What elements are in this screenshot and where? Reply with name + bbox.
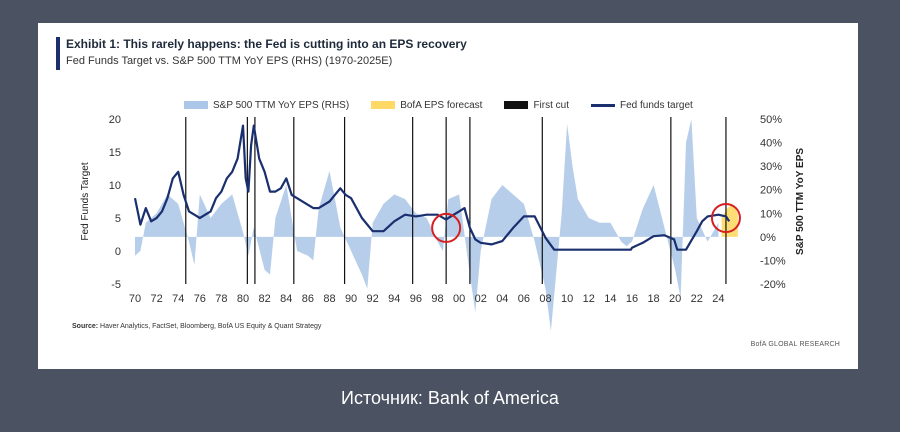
x-tick-label: 02	[475, 293, 487, 305]
y-right-tick-label: 50%	[760, 114, 782, 126]
x-tick-label: 88	[323, 293, 335, 305]
y-right-tick-label: 10%	[760, 208, 782, 220]
source-text: Haver Analytics, FactSet, Bloomberg, Bof…	[98, 323, 322, 330]
source-label: Source:	[72, 323, 99, 330]
x-tick-label: 92	[367, 293, 379, 305]
chart-title: Exhibit 1: This rarely happens: the Fed …	[66, 37, 467, 51]
y-left-axis-label: Fed Funds Target	[80, 162, 91, 240]
x-tick-label: 16	[626, 293, 638, 305]
legend-swatch-eps	[184, 101, 208, 109]
x-tick-label: 76	[194, 293, 206, 305]
x-tick-label: 24	[712, 293, 724, 305]
title-accent-bar	[56, 37, 60, 70]
legend-label-first-cut: First cut	[533, 99, 570, 111]
x-tick-label: 04	[496, 293, 508, 305]
y-left-tick-label: 20	[109, 114, 121, 126]
x-tick-label: 90	[345, 293, 357, 305]
legend-swatch-fed	[591, 103, 616, 107]
x-tick-label: 80	[237, 293, 249, 305]
legend-label-forecast: BofA EPS forecast	[400, 99, 483, 111]
x-tick-label: 12	[583, 293, 595, 305]
x-tick-label: 10	[561, 293, 573, 305]
legend-item-first-cut: First cut	[504, 100, 569, 111]
x-tick-label: 78	[215, 293, 227, 305]
x-tick-label: 70	[129, 293, 141, 305]
exhibit-card: Exhibit 1: This rarely happens: the Fed …	[38, 23, 858, 369]
source-note: Source: Haver Analytics, FactSet, Bloomb…	[72, 323, 321, 330]
y-left-tick-label: 0	[115, 246, 121, 258]
y-left-tick-label: 5	[115, 213, 121, 225]
legend-item-forecast: BofA EPS forecast	[371, 100, 482, 111]
x-tick-label: 08	[539, 293, 551, 305]
legend-item-eps: S&P 500 TTM YoY EPS (RHS)	[184, 100, 349, 111]
x-tick-label: 96	[410, 293, 422, 305]
chart-subtitle: Fed Funds Target vs. S&P 500 TTM YoY EPS…	[66, 55, 393, 67]
x-tick-label: 72	[150, 293, 162, 305]
x-tick-label: 20	[669, 293, 681, 305]
legend-swatch-first-cut	[504, 101, 529, 109]
image-caption: Источник: Bank of America	[341, 388, 559, 408]
eps-area-series	[135, 119, 719, 332]
chart-legend: S&P 500 TTM YoY EPS (RHS) BofA EPS forec…	[184, 97, 715, 113]
y-right-tick-label: 0%	[760, 232, 776, 244]
x-tick-label: 86	[302, 293, 314, 305]
x-tick-label: 82	[259, 293, 271, 305]
x-tick-label: 74	[172, 293, 184, 305]
x-tick-label: 98	[431, 293, 443, 305]
legend-label-fed: Fed funds target	[620, 99, 693, 111]
y-right-tick-label: -20%	[760, 279, 786, 291]
x-tick-label: 18	[647, 293, 659, 305]
x-tick-label: 06	[518, 293, 530, 305]
y-right-tick-label: 20%	[760, 185, 782, 197]
x-tick-label: 94	[388, 293, 400, 305]
y-right-axis-label: S&P 500 TTM YoY EPS	[795, 148, 806, 255]
x-tick-label: 14	[604, 293, 616, 305]
x-tick-label: 00	[453, 293, 465, 305]
y-left-tick-label: 10	[109, 180, 121, 192]
x-tick-label: 22	[691, 293, 703, 305]
highlight-circle	[710, 203, 741, 233]
highlight-circle	[431, 212, 462, 243]
x-tick-label: 84	[280, 293, 292, 305]
legend-label-eps: S&P 500 TTM YoY EPS (RHS)	[213, 99, 350, 111]
y-right-tick-label: 30%	[760, 161, 782, 173]
legend-swatch-forecast	[371, 101, 396, 109]
chart-plot: 20 15 10 5 0 -5 50% 40% 30% 20% 10% 0% -10% -20% 70 72 7…	[80, 114, 806, 332]
legend-item-fed: Fed funds target	[591, 100, 693, 111]
y-right-tick-label: -10%	[760, 255, 786, 267]
y-left-tick-label: 15	[109, 147, 121, 159]
fed-funds-line	[133, 124, 731, 251]
y-left-tick-label: -5	[111, 279, 121, 291]
y-right-tick-label: 40%	[760, 138, 782, 150]
brand-label: BofA GLOBAL RESEARCH	[750, 341, 840, 348]
